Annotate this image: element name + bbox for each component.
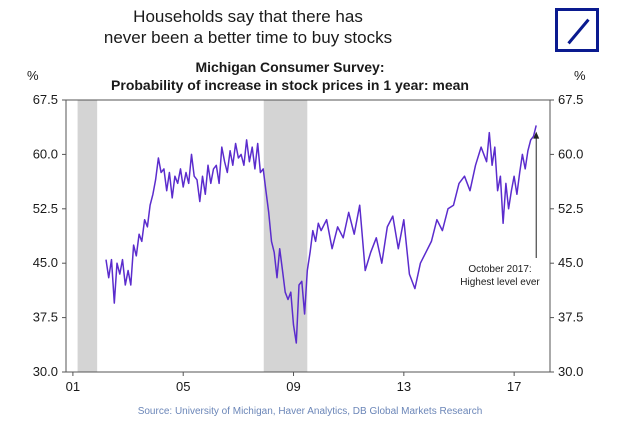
chart-title-line-1: Michigan Consumer Survey: xyxy=(195,59,385,75)
x-tick-label: 17 xyxy=(507,379,521,394)
source-note: Source: University of Michigan, Haver An… xyxy=(137,406,483,417)
recession-band-1 xyxy=(77,100,98,372)
x-tick-label: 09 xyxy=(286,379,300,394)
chart-title-line-2: Probability of increase in stock prices … xyxy=(111,77,469,93)
recession-shading xyxy=(77,100,308,372)
left-y-tick-label: 37.5 xyxy=(33,310,58,325)
right-y-tick-label: 37.5 xyxy=(558,310,583,325)
left-y-tick-label: 52.5 xyxy=(33,201,58,216)
headline-line-2: never been a better time to buy stocks xyxy=(103,28,393,47)
x-tick-label: 13 xyxy=(397,379,411,394)
annotation-text-line-2: Highest level ever xyxy=(460,277,540,288)
axis-labels: 30.0 30.0 37.5 37.5 45.0 45.0 52.5 52.5 60.0 60.0… xyxy=(33,92,584,394)
x-tick-label: 05 xyxy=(176,379,190,394)
right-y-tick-label: 60.0 xyxy=(558,146,583,161)
right-axis-unit: % xyxy=(574,68,586,83)
deutsche-bank-logo-icon xyxy=(555,8,599,52)
annotation-text-line-1: October 2017: xyxy=(468,264,531,275)
left-y-tick-label: 67.5 xyxy=(33,92,58,107)
series-layer xyxy=(105,125,537,344)
annotation-arrowhead xyxy=(533,131,540,139)
series-line-1 xyxy=(105,125,537,344)
left-y-tick-label: 60.0 xyxy=(33,146,58,161)
left-y-tick-label: 45.0 xyxy=(33,255,58,270)
left-axis-unit: % xyxy=(27,68,39,83)
headline-line-1: Households say that there has xyxy=(133,7,363,26)
right-y-tick-label: 45.0 xyxy=(558,255,583,270)
x-tick-label: 01 xyxy=(66,379,80,394)
chart-title: Michigan Consumer Survey: Probability of… xyxy=(70,58,510,94)
left-y-tick-label: 30.0 xyxy=(33,364,58,379)
right-y-tick-label: 67.5 xyxy=(558,92,583,107)
annotation: October 2017: Highest level ever xyxy=(460,131,540,288)
plot-frame xyxy=(65,99,551,373)
right-y-tick-label: 52.5 xyxy=(558,201,583,216)
axis-ticks xyxy=(62,99,554,376)
headline: Households say that there has never been… xyxy=(58,6,438,48)
right-y-tick-label: 30.0 xyxy=(558,364,583,379)
